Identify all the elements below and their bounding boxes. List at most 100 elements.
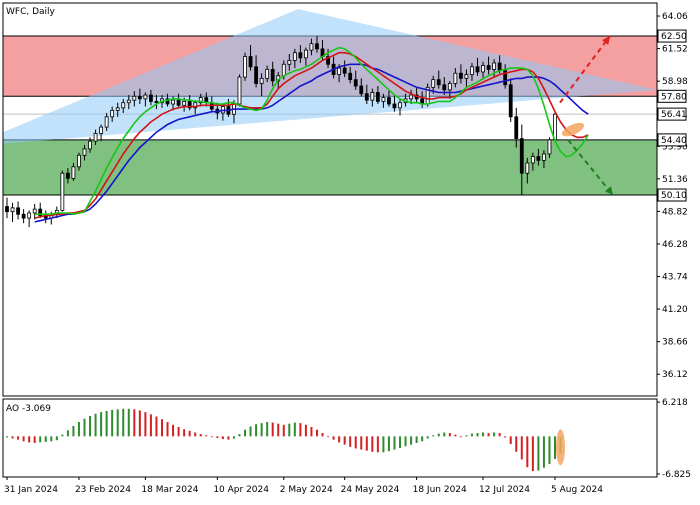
bullish-forecast-arrow-shaft bbox=[559, 35, 611, 104]
candle-body bbox=[110, 110, 115, 118]
candle-body bbox=[342, 67, 347, 74]
candle-body bbox=[475, 66, 480, 73]
ao-bar bbox=[482, 432, 485, 437]
ao-bar bbox=[83, 418, 86, 437]
candle-body bbox=[32, 208, 37, 214]
time-axis: 31 Jan 2024 23 Feb 2024 18 Mar 2024 10 Apr … bbox=[4, 477, 603, 495]
ao-bar bbox=[393, 436, 396, 450]
candle-body bbox=[281, 63, 286, 77]
ao-bar bbox=[255, 424, 258, 437]
candles-layer bbox=[5, 36, 557, 228]
candle bbox=[149, 89, 153, 106]
candle-body bbox=[149, 94, 153, 102]
bullish-forecast-arrow-head bbox=[602, 36, 610, 45]
ao-bar bbox=[371, 436, 374, 452]
price-tick-label: 58.98 bbox=[662, 77, 688, 87]
price-tick-label: 64.06 bbox=[662, 12, 688, 22]
alligator-jaw-line bbox=[34, 63, 589, 223]
candle bbox=[381, 93, 386, 108]
ao-bar bbox=[133, 409, 136, 437]
candle-body bbox=[137, 95, 142, 100]
candle bbox=[104, 112, 109, 131]
candle-body bbox=[143, 94, 148, 100]
ao-bar bbox=[338, 436, 341, 443]
candle bbox=[348, 66, 353, 84]
candle bbox=[364, 84, 369, 104]
ao-histogram-layer bbox=[6, 408, 566, 472]
candle bbox=[547, 137, 552, 158]
candle-body bbox=[27, 212, 32, 219]
candle-body bbox=[453, 72, 458, 84]
candle bbox=[536, 148, 541, 166]
symmetrical-triangle-pattern bbox=[3, 9, 657, 144]
candle-body bbox=[326, 56, 330, 65]
ao-bar bbox=[127, 408, 130, 437]
alligator-layer bbox=[34, 46, 589, 223]
candle bbox=[342, 60, 347, 78]
main-pane-border bbox=[2, 2, 658, 397]
ao-bar bbox=[282, 424, 285, 437]
ao-bar bbox=[443, 432, 446, 437]
candle-body bbox=[126, 99, 131, 104]
ao-bar bbox=[332, 436, 335, 440]
time-tick-label: 24 May 2024 bbox=[341, 485, 400, 495]
candle bbox=[458, 64, 463, 84]
ao-bar bbox=[537, 436, 540, 471]
time-tick-label: 12 Jul 2024 bbox=[479, 485, 530, 495]
ao-tick-label: -6.825 bbox=[662, 470, 691, 480]
candle bbox=[492, 59, 497, 78]
ao-bar bbox=[404, 436, 407, 447]
candle-body bbox=[442, 84, 447, 91]
candle-body bbox=[10, 207, 15, 213]
ao-bar bbox=[244, 429, 247, 437]
candle bbox=[503, 64, 508, 89]
time-tick-label: 23 Feb 2024 bbox=[75, 485, 131, 495]
candle-body bbox=[182, 101, 187, 106]
ao-bar bbox=[365, 436, 368, 451]
candle bbox=[132, 91, 137, 107]
candle-body bbox=[71, 166, 76, 179]
ao-bar bbox=[77, 422, 80, 437]
candle bbox=[121, 98, 126, 113]
candle bbox=[176, 93, 181, 108]
candle bbox=[115, 102, 120, 117]
price-tick-label: 43.74 bbox=[662, 273, 688, 283]
candle-body bbox=[65, 172, 70, 179]
ao-highlight bbox=[556, 429, 566, 466]
ao-bar bbox=[122, 408, 125, 437]
ao-bar bbox=[266, 422, 269, 437]
triangle-layer bbox=[3, 9, 657, 144]
candle bbox=[198, 93, 203, 107]
ao-bar bbox=[160, 419, 163, 437]
ao-bar bbox=[194, 432, 197, 437]
time-tick-label: 2 May 2024 bbox=[280, 485, 333, 495]
ao-bar bbox=[321, 433, 324, 437]
candle bbox=[254, 55, 258, 88]
candle-body bbox=[525, 162, 530, 174]
ao-bar bbox=[376, 436, 379, 453]
ao-bar bbox=[17, 436, 20, 440]
candle-body bbox=[370, 92, 375, 101]
ao-bar bbox=[415, 436, 418, 443]
price-label-box bbox=[657, 107, 687, 121]
candle bbox=[475, 57, 480, 76]
ao-bar bbox=[260, 423, 263, 437]
candle bbox=[304, 47, 308, 66]
candle bbox=[99, 124, 104, 142]
candle-body bbox=[60, 172, 65, 211]
price-label-text: 54.40 bbox=[661, 136, 687, 146]
candle bbox=[409, 89, 413, 104]
ao-bar bbox=[116, 409, 119, 437]
candle bbox=[447, 80, 452, 99]
ao-bar bbox=[465, 435, 468, 437]
candle-body bbox=[381, 97, 386, 102]
ao-bar bbox=[61, 434, 64, 437]
ao-bar bbox=[249, 426, 252, 437]
ao-bar bbox=[520, 436, 523, 460]
ao-bar bbox=[155, 416, 158, 437]
price-tick-label: 46.28 bbox=[662, 240, 688, 250]
ao-bar bbox=[100, 412, 103, 437]
ao-bar bbox=[199, 434, 202, 437]
ao-bar bbox=[89, 415, 92, 437]
